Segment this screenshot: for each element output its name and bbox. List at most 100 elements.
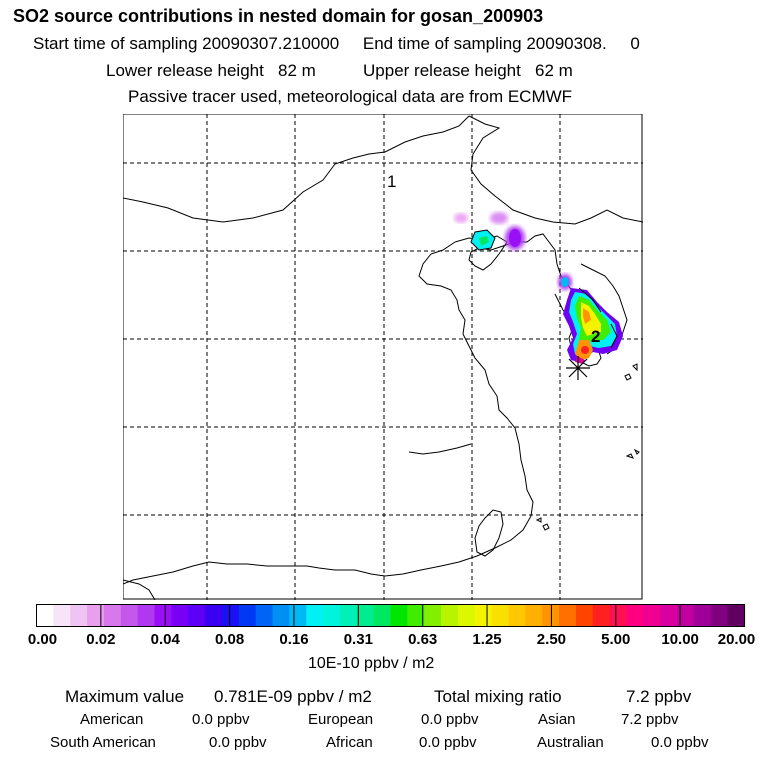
source-name-australian: Australian [537, 734, 604, 751]
source-value-australian: 0.0 ppbv [651, 734, 709, 751]
colorbar-cell [36, 604, 54, 627]
colorbar [36, 604, 746, 627]
lower-height-label: Lower release height [106, 61, 264, 80]
upper-height-value: 62 m [535, 61, 573, 80]
coastlines [123, 115, 643, 600]
lower-height-value: 82 m [278, 61, 316, 80]
taiwan [474, 509, 504, 557]
colorbar-cell [559, 604, 577, 627]
colorbar-cell [727, 604, 746, 627]
start-time-value: 20090307.210000 [202, 34, 340, 53]
colorbar-cell [407, 604, 425, 627]
colorbar-cell [441, 604, 459, 627]
colorbar-tick-label: 1.25 [472, 631, 502, 648]
colorbar-cell [626, 604, 644, 627]
colorbar-cell [592, 604, 611, 627]
colorbar-cell [323, 604, 341, 627]
release-height-line: Lower release height 82 m Upper release … [106, 62, 573, 79]
colorbar-cell [457, 604, 476, 627]
colorbar-cell [693, 604, 712, 627]
max-value-label: Maximum value [65, 687, 185, 706]
colorbar-cell [188, 604, 206, 627]
colorbar-cell [70, 604, 88, 627]
colorbar-cells [36, 604, 746, 627]
source-name-asian: Asian [538, 711, 576, 728]
end-time-label: End time of sampling [362, 34, 522, 53]
colorbar-cell [474, 604, 493, 627]
colorbar-cell [373, 604, 392, 627]
lat-lon-grid [123, 114, 643, 600]
colorbar-cell [424, 604, 442, 627]
colorbar-cell [356, 604, 375, 627]
colorbar-cell [221, 604, 240, 627]
colorbar-tick-label: 0.31 [343, 631, 373, 648]
border-east [468, 115, 643, 225]
colorbar-tick-label: 2.50 [536, 631, 567, 648]
colorbar-cell [306, 604, 324, 627]
sampling-time-line: Start time of sampling 20090307.210000 E… [33, 35, 640, 52]
colorbar-cell [677, 604, 695, 627]
colorbar-cell [205, 604, 223, 627]
source-name-south-american: South American [50, 734, 156, 751]
colorbar-tick-label: 0.00 [27, 631, 58, 648]
yangtze-line [408, 443, 472, 455]
colorbar-cell [525, 604, 543, 627]
total-mixing-value: 7.2 ppbv [626, 687, 692, 706]
colorbar-cell [289, 604, 307, 627]
colorbar-cell [660, 604, 678, 627]
colorbar-cell [390, 604, 408, 627]
mongolia-border [123, 115, 470, 223]
map-frame [123, 114, 643, 600]
plume-north [454, 212, 525, 251]
colorbar-cell [171, 604, 189, 627]
colorbar-cell [272, 604, 290, 627]
colorbar-cell [508, 604, 526, 627]
receptor-asterisk-icon [566, 356, 590, 380]
max-value: 0.781E-09 ppbv / m2 [214, 687, 372, 706]
end-time-value: 20090308. [526, 34, 607, 53]
bohai-coast [123, 241, 534, 585]
upper-height-label: Upper release height [363, 61, 521, 80]
map-panel: 1 2 [123, 114, 643, 600]
colorbar-tick-label: 10.00 [661, 631, 699, 648]
colorbar-cell [575, 604, 594, 627]
colorbar-tick-label: 0.04 [150, 631, 180, 648]
colorbar-cell [120, 604, 139, 627]
colorbar-cell [491, 604, 510, 627]
colorbar-cell [53, 604, 71, 627]
source-name-european: European [308, 711, 374, 728]
colorbar-cell [710, 604, 729, 627]
source-value-south-american: 0.0 ppbv [209, 734, 267, 751]
colorbar-tick-label: 0.08 [214, 631, 245, 648]
colorbar-cell [87, 604, 105, 627]
tracer-note: Passive tracer used, meteorological data… [128, 87, 573, 106]
colorbar-cell [103, 604, 122, 627]
colorbar-units: 10E-10 ppbv / m2 [308, 655, 435, 672]
plume-area [454, 212, 623, 364]
small-islands [535, 363, 640, 531]
colorbar-cell [238, 604, 257, 627]
source-value-asian: 7.2 ppbv [621, 711, 679, 728]
colorbar-cell [339, 604, 358, 627]
colorbar-cell [154, 604, 172, 627]
start-time-label: Start time of sampling [33, 34, 198, 53]
colorbar-tick-label: 20.00 [717, 631, 756, 648]
source-value-european: 0.0 ppbv [421, 711, 479, 728]
source-marker-2: 1 [387, 172, 396, 191]
plume-korea [558, 274, 623, 364]
colorbar-cell [255, 604, 274, 627]
colorbar-cell [609, 604, 628, 627]
colorbar-tick-label: 5.00 [601, 631, 631, 648]
hainan-coast [123, 579, 156, 600]
source-value-american: 0.0 ppbv [192, 711, 250, 728]
colorbar-tick-label: 0.16 [279, 631, 309, 648]
colorbar-tick-label: 0.63 [408, 631, 438, 648]
source-marker-1: 2 [591, 327, 600, 346]
source-name-african: African [326, 734, 373, 751]
colorbar-cell [137, 604, 156, 627]
total-mixing-label: Total mixing ratio [434, 687, 562, 706]
map-title: SO2 source contributions in nested domai… [13, 6, 544, 26]
end-time-hour: 0 [630, 34, 640, 53]
source-name-american: American [80, 711, 144, 728]
colorbar-tick-label: 0.02 [86, 631, 116, 648]
